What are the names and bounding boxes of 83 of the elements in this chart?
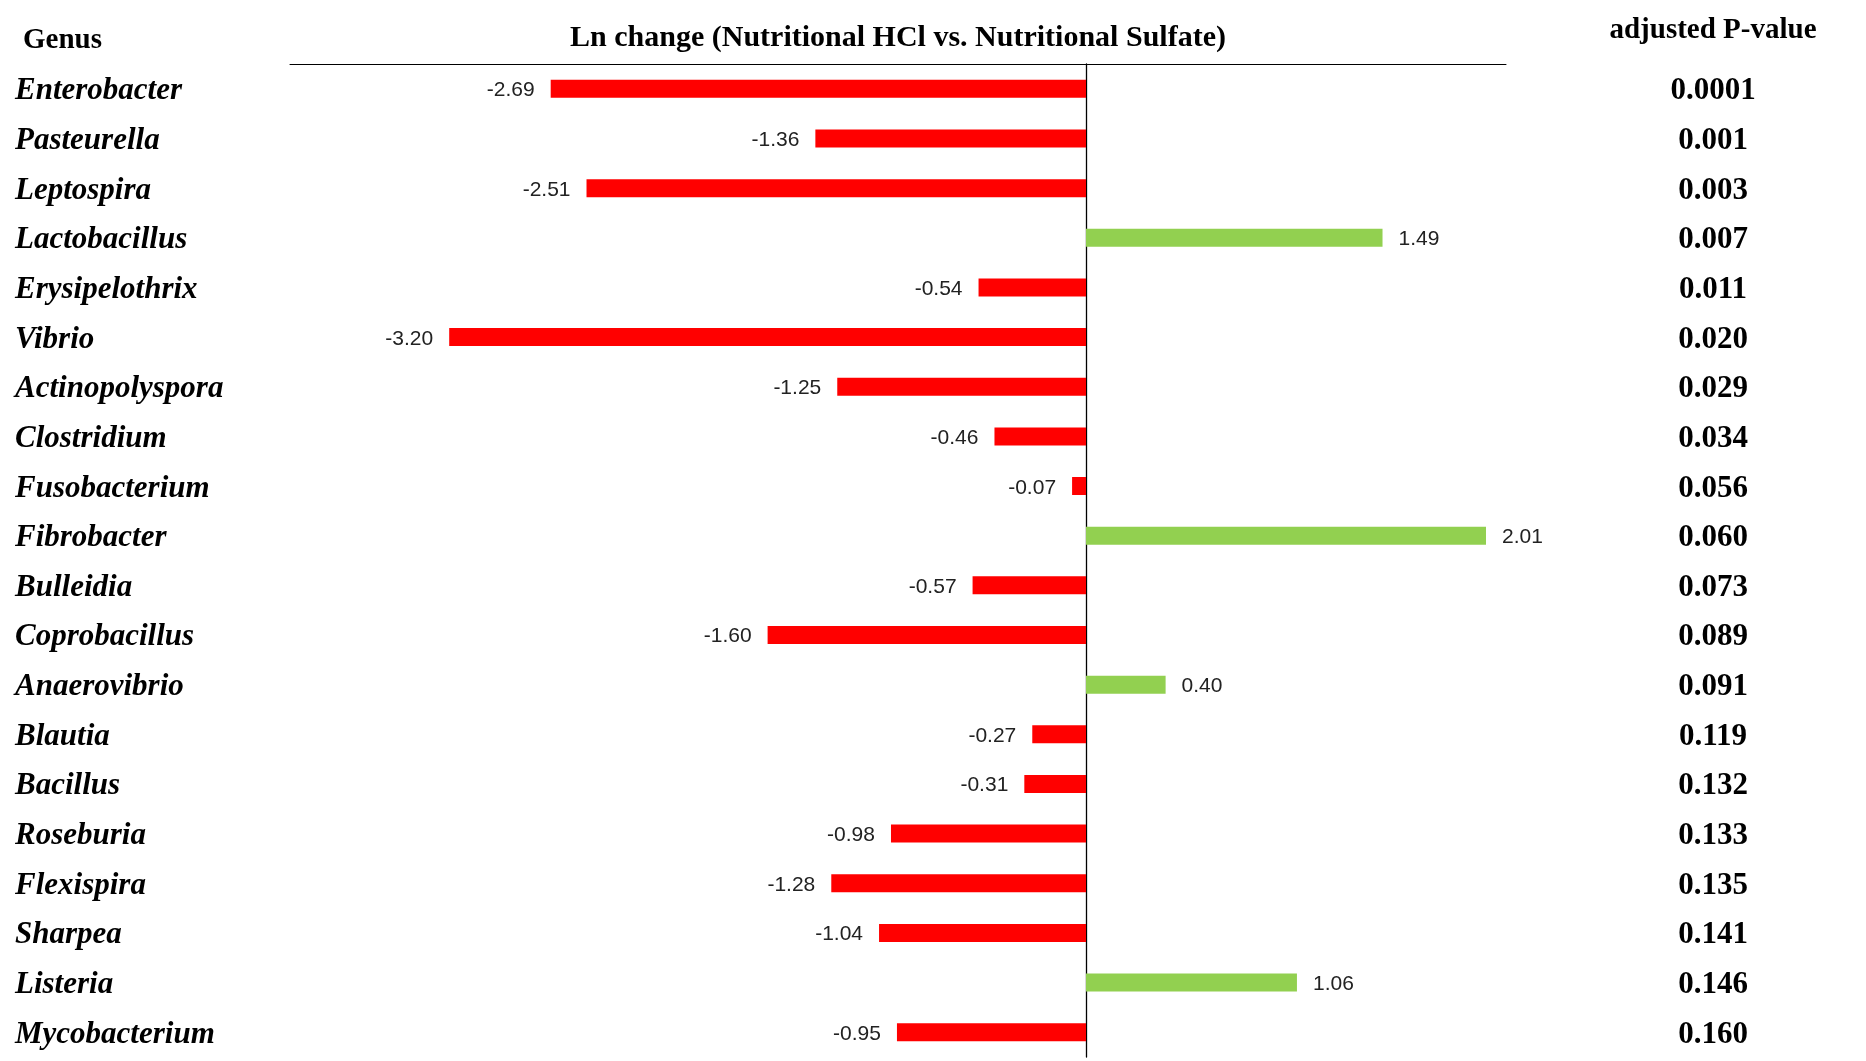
data-label: -2.69 — [486, 77, 535, 101]
y2-tick-label: 0.011 — [1678, 269, 1748, 305]
y2-tick-label: 0.132 — [1678, 766, 1748, 802]
data-label: -1.36 — [751, 126, 800, 150]
data-label: 2.01 — [1502, 524, 1543, 548]
data-label: -1.60 — [703, 623, 752, 647]
bar — [896, 1023, 1087, 1042]
y-tick-label: Coprobacillus — [15, 617, 195, 653]
y2-tick-label: 0.007 — [1678, 220, 1748, 256]
y2-tick-label: 0.073 — [1678, 567, 1748, 603]
y-tick-label: Fusobacterium — [14, 468, 210, 504]
data-label: -0.57 — [908, 573, 957, 597]
y2-tick-label: 0.034 — [1678, 418, 1748, 454]
bar — [449, 328, 1087, 347]
data-label: -1.25 — [773, 375, 822, 399]
y-tick-label: Erysipelothrix — [14, 269, 198, 305]
y-tick-label: Sharpea — [15, 915, 122, 951]
y-tick-label: Leptospira — [14, 170, 152, 206]
data-label: -0.95 — [833, 1020, 881, 1044]
data-label: -1.04 — [815, 921, 864, 945]
y-tick-label: Blautia — [14, 716, 110, 752]
y2-tick-label: 0.135 — [1678, 865, 1748, 901]
y2-tick-label: 0.020 — [1678, 319, 1748, 355]
bar — [831, 874, 1087, 893]
bar — [586, 179, 1087, 198]
y-tick-label: Enterobacter — [14, 71, 183, 107]
y2-tick-label: 0.029 — [1678, 369, 1748, 405]
y-tick-label: Clostridium — [15, 418, 167, 454]
y-tick-label: Listeria — [14, 965, 114, 1001]
bar — [972, 576, 1087, 595]
y-tick-label: Bacillus — [14, 766, 121, 802]
data-label: 1.06 — [1312, 971, 1354, 995]
y-tick-label: Vibrio — [15, 319, 95, 355]
data-label: -0.07 — [1008, 474, 1057, 498]
y-tick-label: Actinopolyspora — [13, 369, 224, 405]
data-label: -0.27 — [968, 722, 1017, 746]
y2-tick-label: 0.133 — [1678, 816, 1748, 852]
y2-tick-label: 0.001 — [1678, 120, 1748, 156]
data-label: -2.51 — [522, 176, 571, 200]
bar — [978, 278, 1087, 297]
bar — [1086, 526, 1486, 545]
y2-tick-label: 0.089 — [1678, 617, 1748, 653]
bar — [815, 129, 1087, 148]
y2-tick-label: 0.056 — [1678, 468, 1748, 504]
data-label: -0.54 — [914, 275, 963, 299]
bar — [1072, 477, 1087, 496]
data-label: -0.98 — [827, 822, 875, 846]
data-label: -0.46 — [930, 424, 979, 448]
bar — [767, 625, 1087, 644]
y2-tick-label: 0.003 — [1678, 170, 1748, 206]
bar — [1086, 973, 1297, 992]
data-label: -3.20 — [385, 325, 434, 349]
y2-tick-label: 0.091 — [1678, 667, 1748, 703]
data-label: 0.40 — [1181, 673, 1223, 697]
y2-tick-label: 0.160 — [1678, 1014, 1748, 1050]
bar — [1024, 774, 1087, 793]
bar — [1086, 675, 1166, 694]
bar — [879, 923, 1087, 942]
y-tick-label: Bulleidia — [14, 567, 133, 603]
y-tick-label: Anaerovibrio — [13, 667, 184, 703]
y2-axis-title: adjusted P-value — [1609, 11, 1817, 44]
data-label: -1.28 — [767, 871, 816, 895]
y-tick-label: Mycobacterium — [14, 1014, 215, 1050]
bar — [1032, 725, 1087, 744]
y2-tick-label: 0.141 — [1678, 915, 1748, 951]
bar — [550, 79, 1087, 98]
y2-tick-label: 0.060 — [1678, 518, 1748, 554]
y-tick-label: Lactobacillus — [14, 220, 188, 256]
y2-tick-label: 0.146 — [1678, 965, 1748, 1001]
y-tick-label: Pasteurella — [14, 120, 160, 156]
y-tick-label: Flexispira — [14, 865, 146, 901]
y-tick-label: Roseburia — [14, 816, 146, 852]
y-tick-label: Fibrobacter — [14, 518, 168, 554]
bar — [890, 824, 1087, 843]
y2-tick-label: 0.0001 — [1670, 71, 1756, 107]
y-axis-title: Genus — [23, 21, 102, 54]
data-label: -0.31 — [960, 772, 1009, 796]
bar — [994, 427, 1087, 446]
x-axis-title: Ln change (Nutritional HCl vs. Nutritional Sulfate) — [570, 18, 1226, 53]
bar — [1086, 228, 1383, 247]
bar — [837, 377, 1087, 396]
data-label: 1.49 — [1398, 226, 1440, 250]
y2-tick-label: 0.119 — [1678, 716, 1748, 752]
